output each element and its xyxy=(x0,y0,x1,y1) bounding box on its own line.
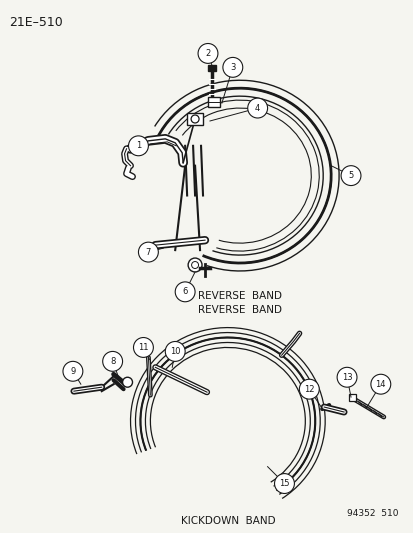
Text: 4: 4 xyxy=(254,103,260,112)
FancyBboxPatch shape xyxy=(348,394,355,401)
Circle shape xyxy=(274,474,294,494)
Text: REVERSE  BAND: REVERSE BAND xyxy=(197,291,281,301)
Circle shape xyxy=(222,58,242,77)
Circle shape xyxy=(128,136,148,156)
Text: 15: 15 xyxy=(278,479,289,488)
Text: 6: 6 xyxy=(182,287,188,296)
Circle shape xyxy=(370,374,390,394)
Circle shape xyxy=(175,282,195,302)
Text: 9: 9 xyxy=(70,367,75,376)
Circle shape xyxy=(299,379,318,399)
Text: 11: 11 xyxy=(138,343,148,352)
Circle shape xyxy=(336,367,356,387)
Text: 8: 8 xyxy=(110,357,115,366)
Text: 5: 5 xyxy=(348,171,353,180)
Circle shape xyxy=(188,258,202,272)
Text: 94352  510: 94352 510 xyxy=(347,510,398,518)
Circle shape xyxy=(191,115,199,123)
Circle shape xyxy=(191,262,198,269)
Circle shape xyxy=(165,342,185,361)
Text: 2: 2 xyxy=(205,49,210,58)
Text: REVERSE  BAND: REVERSE BAND xyxy=(197,305,281,315)
Text: 1: 1 xyxy=(135,141,141,150)
Circle shape xyxy=(340,166,360,185)
FancyBboxPatch shape xyxy=(207,66,216,71)
Text: 10: 10 xyxy=(170,347,180,356)
Circle shape xyxy=(247,98,267,118)
Circle shape xyxy=(138,242,158,262)
FancyBboxPatch shape xyxy=(187,113,202,125)
Text: KICKDOWN  BAND: KICKDOWN BAND xyxy=(180,516,275,526)
Text: 3: 3 xyxy=(230,63,235,72)
Text: 7: 7 xyxy=(145,248,151,256)
Circle shape xyxy=(122,377,132,387)
Circle shape xyxy=(197,44,217,63)
Text: 21E–510: 21E–510 xyxy=(9,15,63,29)
Text: 12: 12 xyxy=(303,385,314,394)
Circle shape xyxy=(133,337,153,358)
Text: 13: 13 xyxy=(341,373,351,382)
Text: 14: 14 xyxy=(375,379,385,389)
FancyBboxPatch shape xyxy=(207,97,219,107)
Circle shape xyxy=(63,361,83,381)
Circle shape xyxy=(102,351,122,372)
